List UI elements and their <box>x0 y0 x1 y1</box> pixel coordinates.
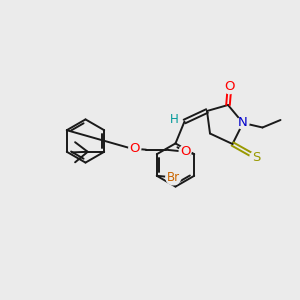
Circle shape <box>166 170 181 185</box>
Text: Br: Br <box>167 171 180 184</box>
Circle shape <box>179 145 191 157</box>
Text: O: O <box>130 142 140 155</box>
Circle shape <box>129 142 141 154</box>
Circle shape <box>237 117 249 129</box>
Circle shape <box>169 114 179 124</box>
Text: N: N <box>238 116 248 130</box>
Text: H: H <box>169 112 178 126</box>
Text: O: O <box>224 80 235 94</box>
Circle shape <box>250 151 263 164</box>
Text: O: O <box>180 145 190 158</box>
Text: S: S <box>252 151 261 164</box>
Circle shape <box>223 80 236 94</box>
